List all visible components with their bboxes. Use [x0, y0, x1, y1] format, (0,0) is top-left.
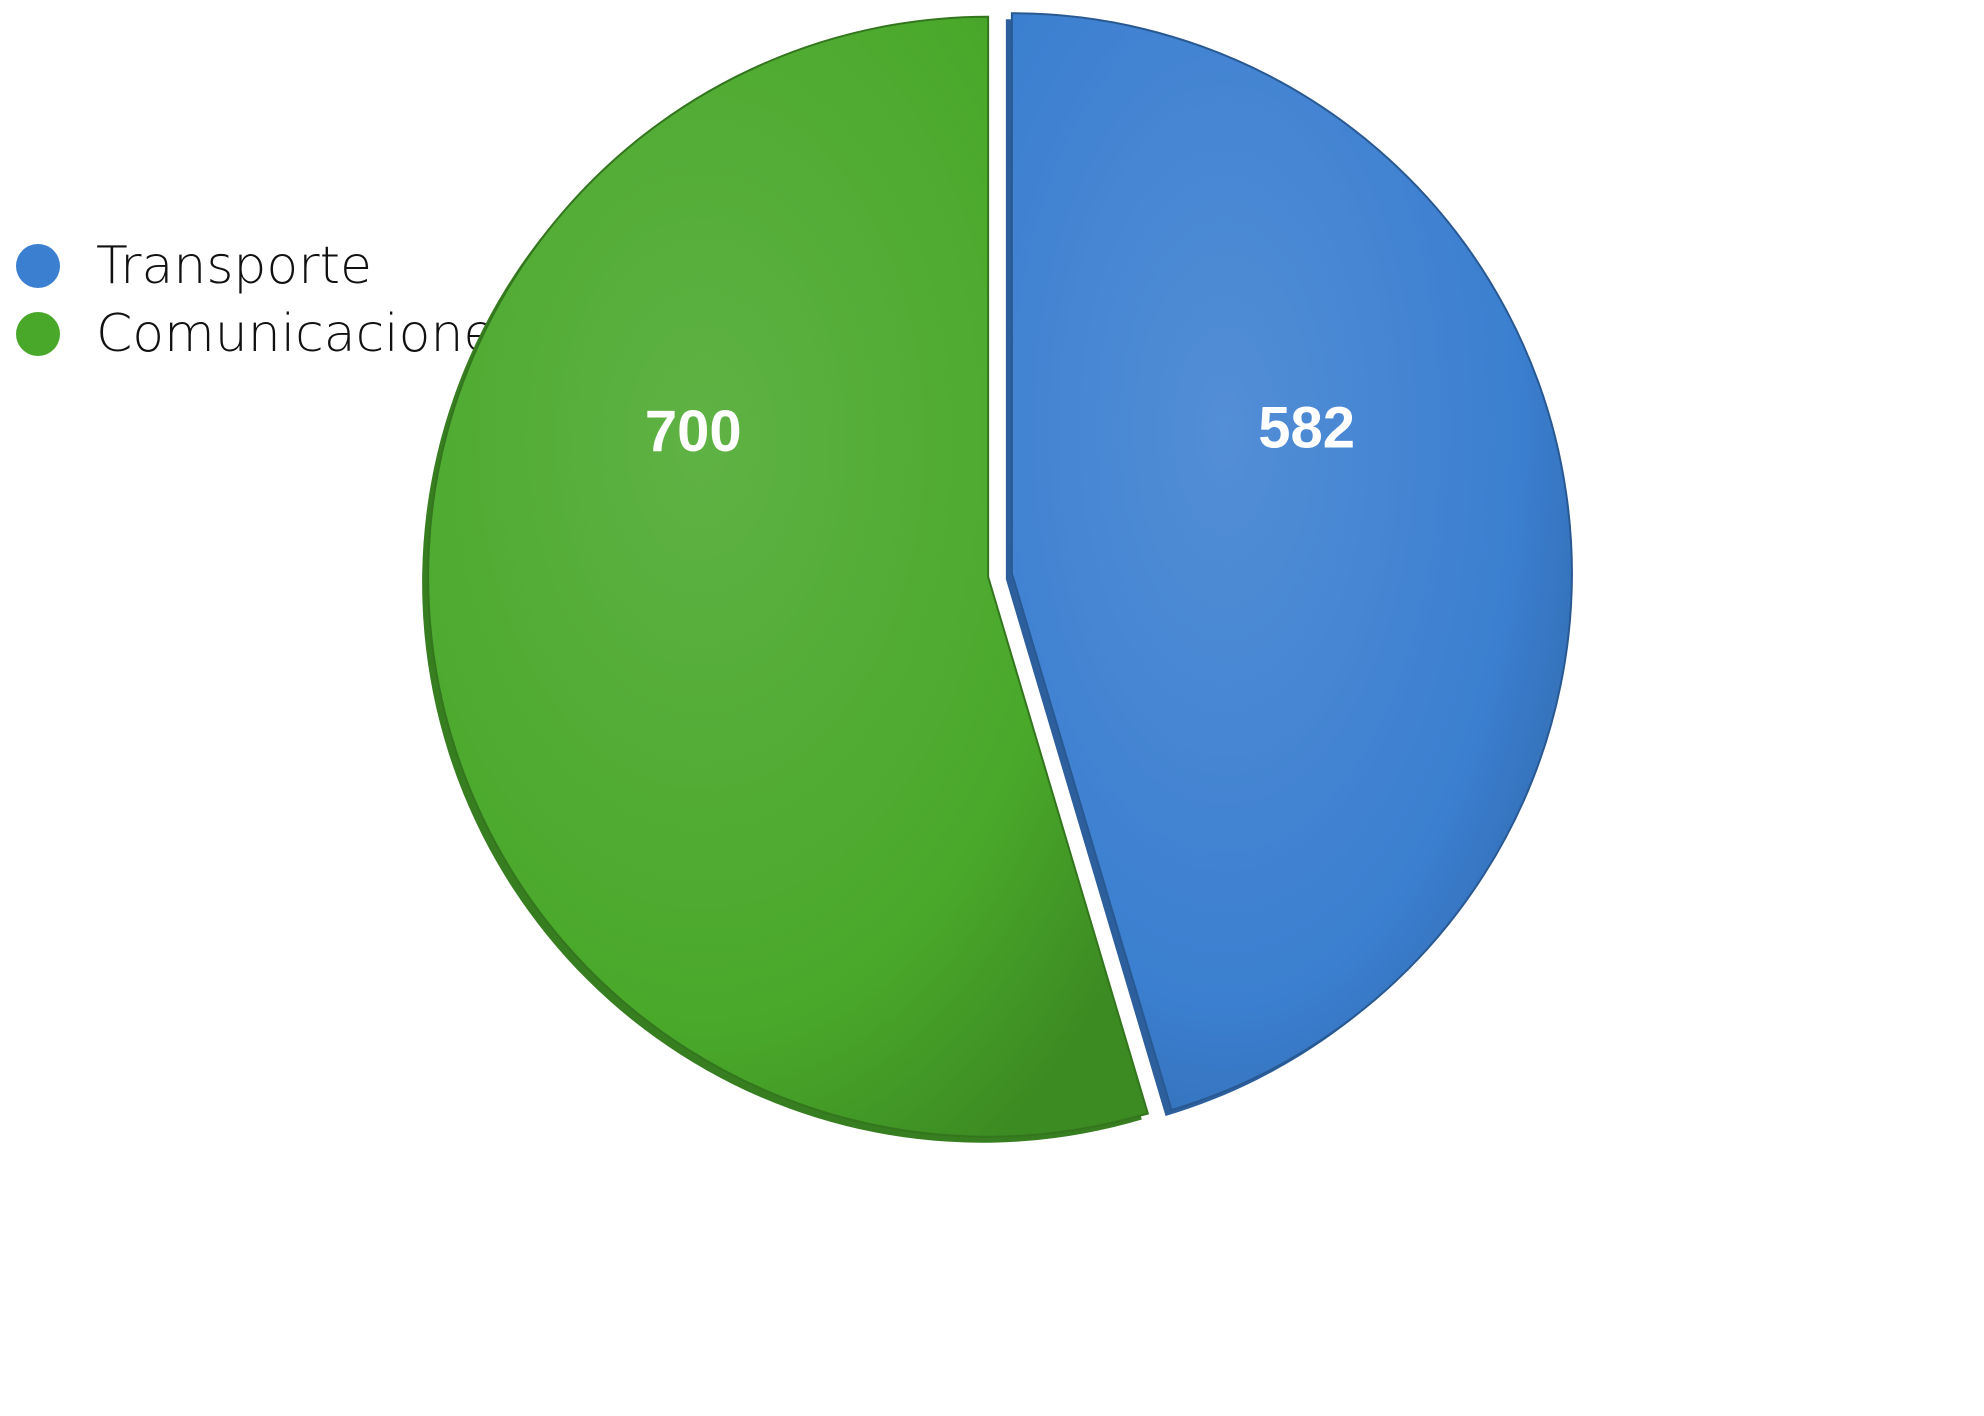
legend-item-transporte: Transporte [16, 232, 523, 300]
data-label-transporte: 582 [1258, 396, 1355, 461]
legend-item-comunicaciones: Comunicaciones [16, 300, 523, 368]
legend-label-transporte: Transporte [96, 236, 372, 296]
pie-slice-transporte [1010, 12, 1573, 1112]
chart-legend: Transporte Comunicaciones [16, 232, 523, 368]
legend-swatch-comunicaciones [16, 312, 60, 356]
legend-label-comunicaciones: Comunicaciones [96, 304, 523, 364]
legend-swatch-transporte [16, 244, 60, 288]
data-label-comunicaciones: 700 [645, 399, 742, 464]
pie-slice-comunicaciones [427, 15, 1150, 1138]
